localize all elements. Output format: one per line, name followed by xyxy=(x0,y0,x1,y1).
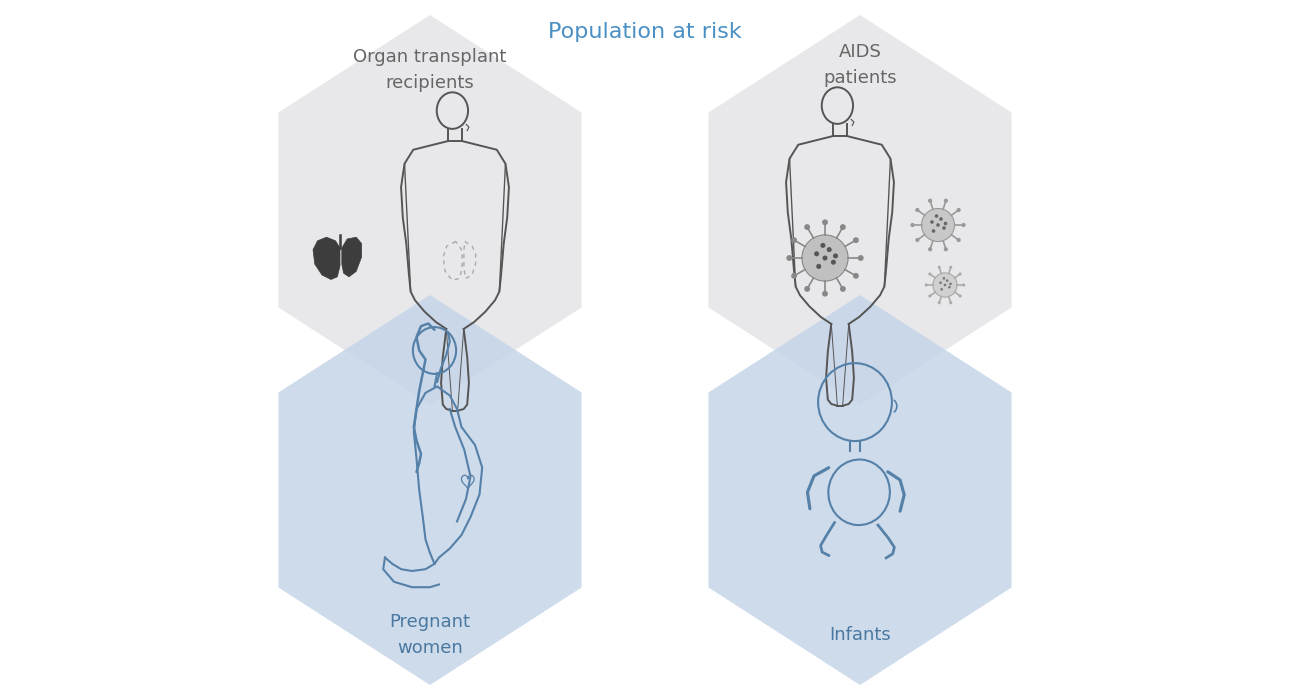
Circle shape xyxy=(929,273,931,275)
Circle shape xyxy=(928,247,933,251)
Text: Organ transplant
recipients: Organ transplant recipients xyxy=(353,48,507,92)
Polygon shape xyxy=(708,15,1011,405)
Text: AIDS
patients: AIDS patients xyxy=(823,43,897,87)
Circle shape xyxy=(822,219,828,225)
Circle shape xyxy=(944,199,948,203)
Circle shape xyxy=(944,247,948,251)
Circle shape xyxy=(937,223,940,227)
Circle shape xyxy=(925,284,928,286)
Polygon shape xyxy=(279,15,582,405)
Circle shape xyxy=(831,260,836,264)
Circle shape xyxy=(958,273,961,275)
Circle shape xyxy=(949,266,952,269)
Circle shape xyxy=(948,286,951,289)
Circle shape xyxy=(935,214,938,218)
Circle shape xyxy=(804,224,810,230)
Text: Population at risk: Population at risk xyxy=(548,22,742,42)
Circle shape xyxy=(822,291,828,297)
Circle shape xyxy=(827,247,832,252)
Text: Pregnant
women: Pregnant women xyxy=(390,613,471,657)
Polygon shape xyxy=(279,295,582,685)
Circle shape xyxy=(961,223,966,227)
Circle shape xyxy=(930,221,934,224)
Circle shape xyxy=(858,255,863,261)
Circle shape xyxy=(840,286,846,292)
Text: Infants: Infants xyxy=(829,626,891,644)
Polygon shape xyxy=(313,237,341,280)
Circle shape xyxy=(938,301,940,304)
Polygon shape xyxy=(342,237,361,277)
Circle shape xyxy=(916,208,920,212)
Circle shape xyxy=(939,282,942,284)
Circle shape xyxy=(938,266,940,269)
Circle shape xyxy=(942,226,946,229)
Circle shape xyxy=(921,208,955,242)
Circle shape xyxy=(956,208,961,212)
Circle shape xyxy=(787,255,792,261)
Circle shape xyxy=(928,199,933,203)
Circle shape xyxy=(944,222,947,225)
Circle shape xyxy=(853,273,859,279)
Circle shape xyxy=(929,295,931,297)
Circle shape xyxy=(814,251,819,256)
Circle shape xyxy=(940,288,943,291)
Circle shape xyxy=(804,286,810,292)
Circle shape xyxy=(949,282,952,285)
Circle shape xyxy=(802,235,848,281)
Circle shape xyxy=(911,223,915,227)
Circle shape xyxy=(820,243,826,248)
Circle shape xyxy=(840,224,846,230)
Circle shape xyxy=(949,301,952,304)
Circle shape xyxy=(956,238,961,242)
Circle shape xyxy=(833,254,838,258)
Circle shape xyxy=(946,280,948,282)
Circle shape xyxy=(791,273,797,279)
Circle shape xyxy=(939,217,943,221)
Circle shape xyxy=(916,238,920,242)
Circle shape xyxy=(933,273,957,297)
Circle shape xyxy=(962,284,965,286)
Circle shape xyxy=(853,237,859,243)
Circle shape xyxy=(817,264,822,269)
Circle shape xyxy=(791,237,797,243)
Polygon shape xyxy=(708,295,1011,685)
Circle shape xyxy=(943,277,946,280)
Circle shape xyxy=(931,229,935,233)
Circle shape xyxy=(958,295,961,297)
Circle shape xyxy=(944,284,947,286)
Circle shape xyxy=(823,256,827,260)
